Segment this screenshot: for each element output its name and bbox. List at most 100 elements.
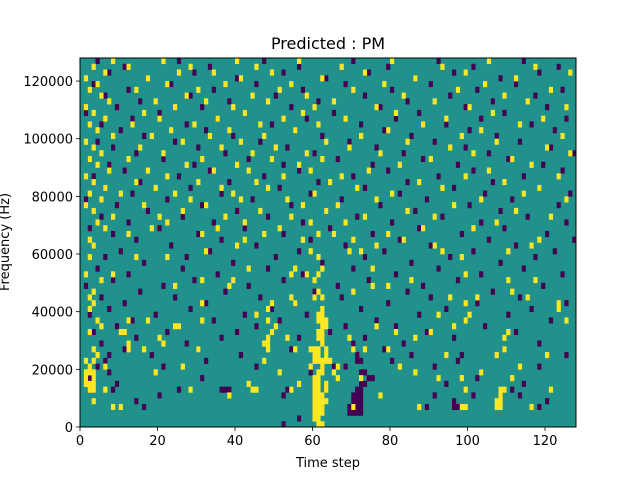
heatmap-cell-low — [254, 81, 259, 88]
heatmap-cell-high — [87, 328, 92, 336]
heatmap-cell-high — [180, 363, 185, 370]
heatmap-cell-high — [548, 386, 554, 393]
heatmap-cell-high — [494, 398, 499, 405]
heatmap-cell-low — [297, 415, 302, 422]
heatmap-cell-high — [510, 375, 515, 382]
heatmap-cell-high — [428, 328, 433, 336]
y-tick-label: 120000 — [23, 75, 73, 90]
heatmap-cell-high — [320, 323, 325, 330]
heatmap-cell-high — [312, 294, 317, 301]
heatmap-cell-high — [227, 392, 232, 399]
heatmap-cell-high — [184, 92, 189, 99]
heatmap-cell-low — [366, 69, 371, 76]
heatmap-cell-high — [312, 415, 317, 422]
heatmap-cell-high — [289, 81, 294, 88]
heatmap-cell-low — [223, 150, 228, 157]
heatmap-cell-low — [300, 86, 306, 93]
heatmap-cell-low — [207, 63, 213, 70]
heatmap-cell-high — [316, 271, 321, 278]
heatmap-cell-high — [83, 369, 89, 376]
heatmap-cell-high — [320, 334, 325, 341]
heatmap-cell-low — [285, 144, 290, 151]
heatmap-cell-high — [107, 167, 112, 174]
heatmap-cell-high — [537, 184, 542, 191]
heatmap-cell-high — [335, 202, 340, 209]
heatmap-cell-high — [479, 127, 484, 134]
heatmap-cell-high — [142, 202, 147, 209]
heatmap-cell-low — [390, 219, 395, 226]
heatmap-cell-high — [413, 369, 418, 376]
heatmap-cell-low — [316, 179, 321, 186]
heatmap-cell-high — [134, 179, 139, 186]
heatmap-cell-low — [169, 242, 174, 249]
heatmap-cell-high — [161, 58, 166, 65]
heatmap-cell-low — [238, 352, 244, 359]
heatmap-cell-low — [335, 156, 340, 163]
heatmap-cell-low — [424, 328, 430, 336]
heatmap-cell-low — [161, 282, 166, 289]
heatmap-cell-high — [285, 196, 290, 203]
heatmap-cell-low — [393, 323, 399, 330]
heatmap-cell-high — [568, 150, 573, 157]
heatmap-cell-low — [359, 403, 364, 411]
heatmap-cell-high — [312, 375, 317, 382]
heatmap-cell-high — [436, 311, 441, 318]
heatmap-cell-high — [393, 109, 399, 116]
heatmap-cell-low — [428, 294, 433, 301]
heatmap-cell-high — [521, 190, 526, 197]
heatmap-cell-high — [250, 150, 255, 157]
heatmap-cell-high — [351, 236, 356, 243]
heatmap-cell-low — [142, 403, 147, 411]
heatmap-cell-high — [362, 213, 368, 220]
heatmap-cell-high — [196, 346, 201, 353]
heatmap-cell-high — [83, 375, 89, 382]
heatmap-cell-high — [405, 138, 410, 145]
heatmap-cell-low — [556, 202, 561, 209]
heatmap-cell-low — [436, 58, 441, 65]
heatmap-cell-low — [114, 202, 120, 209]
heatmap-cell-low — [506, 311, 511, 318]
heatmap-cell-low — [347, 138, 352, 145]
heatmap-cell-low — [308, 369, 313, 376]
heatmap-cell-low — [393, 115, 399, 122]
heatmap-cell-high — [95, 81, 100, 88]
heatmap-cell-high — [498, 392, 503, 399]
heatmap-cell-low — [297, 167, 302, 174]
heatmap-cell-high — [142, 346, 147, 353]
heatmap-cell-low — [176, 58, 182, 65]
heatmap-cell-high — [320, 328, 325, 336]
heatmap-cell-high — [564, 104, 569, 111]
heatmap-cell-high — [250, 386, 255, 393]
heatmap-cell-low — [533, 92, 538, 99]
heatmap-cell-low — [351, 340, 356, 347]
heatmap-cell-high — [502, 334, 507, 341]
heatmap-cell-high — [107, 98, 112, 105]
heatmap-cell-low — [455, 277, 461, 284]
heatmap-cell-low — [560, 271, 565, 278]
heatmap-cell-high — [258, 121, 263, 128]
heatmap-cell-low — [246, 282, 251, 289]
x-tick-label: 40 — [227, 434, 244, 449]
heatmap-cell-high — [165, 81, 170, 88]
heatmap-cell-low — [467, 127, 472, 134]
heatmap-cell-low — [405, 288, 410, 295]
heatmap-cell-high — [541, 115, 546, 122]
heatmap-cell-high — [324, 352, 329, 359]
heatmap-cell-low — [351, 392, 356, 399]
heatmap-cell-high — [87, 121, 92, 128]
heatmap-cell-high — [312, 277, 317, 284]
heatmap-cell-high — [459, 403, 464, 411]
heatmap-cell-high — [91, 300, 96, 307]
heatmap-cell-low — [204, 300, 209, 307]
heatmap-cell-low — [374, 144, 379, 151]
heatmap-cell-high — [502, 386, 507, 393]
heatmap-cell-high — [564, 317, 569, 324]
heatmap-cell-high — [204, 248, 209, 255]
heatmap-cell-low — [463, 104, 468, 111]
heatmap-cell-low — [107, 369, 112, 376]
heatmap-cell-low — [138, 98, 143, 105]
heatmap-cell-low — [421, 282, 426, 289]
heatmap-cell-low — [521, 58, 526, 65]
heatmap-cell-high — [200, 317, 205, 324]
heatmap-cell-low — [207, 167, 213, 174]
